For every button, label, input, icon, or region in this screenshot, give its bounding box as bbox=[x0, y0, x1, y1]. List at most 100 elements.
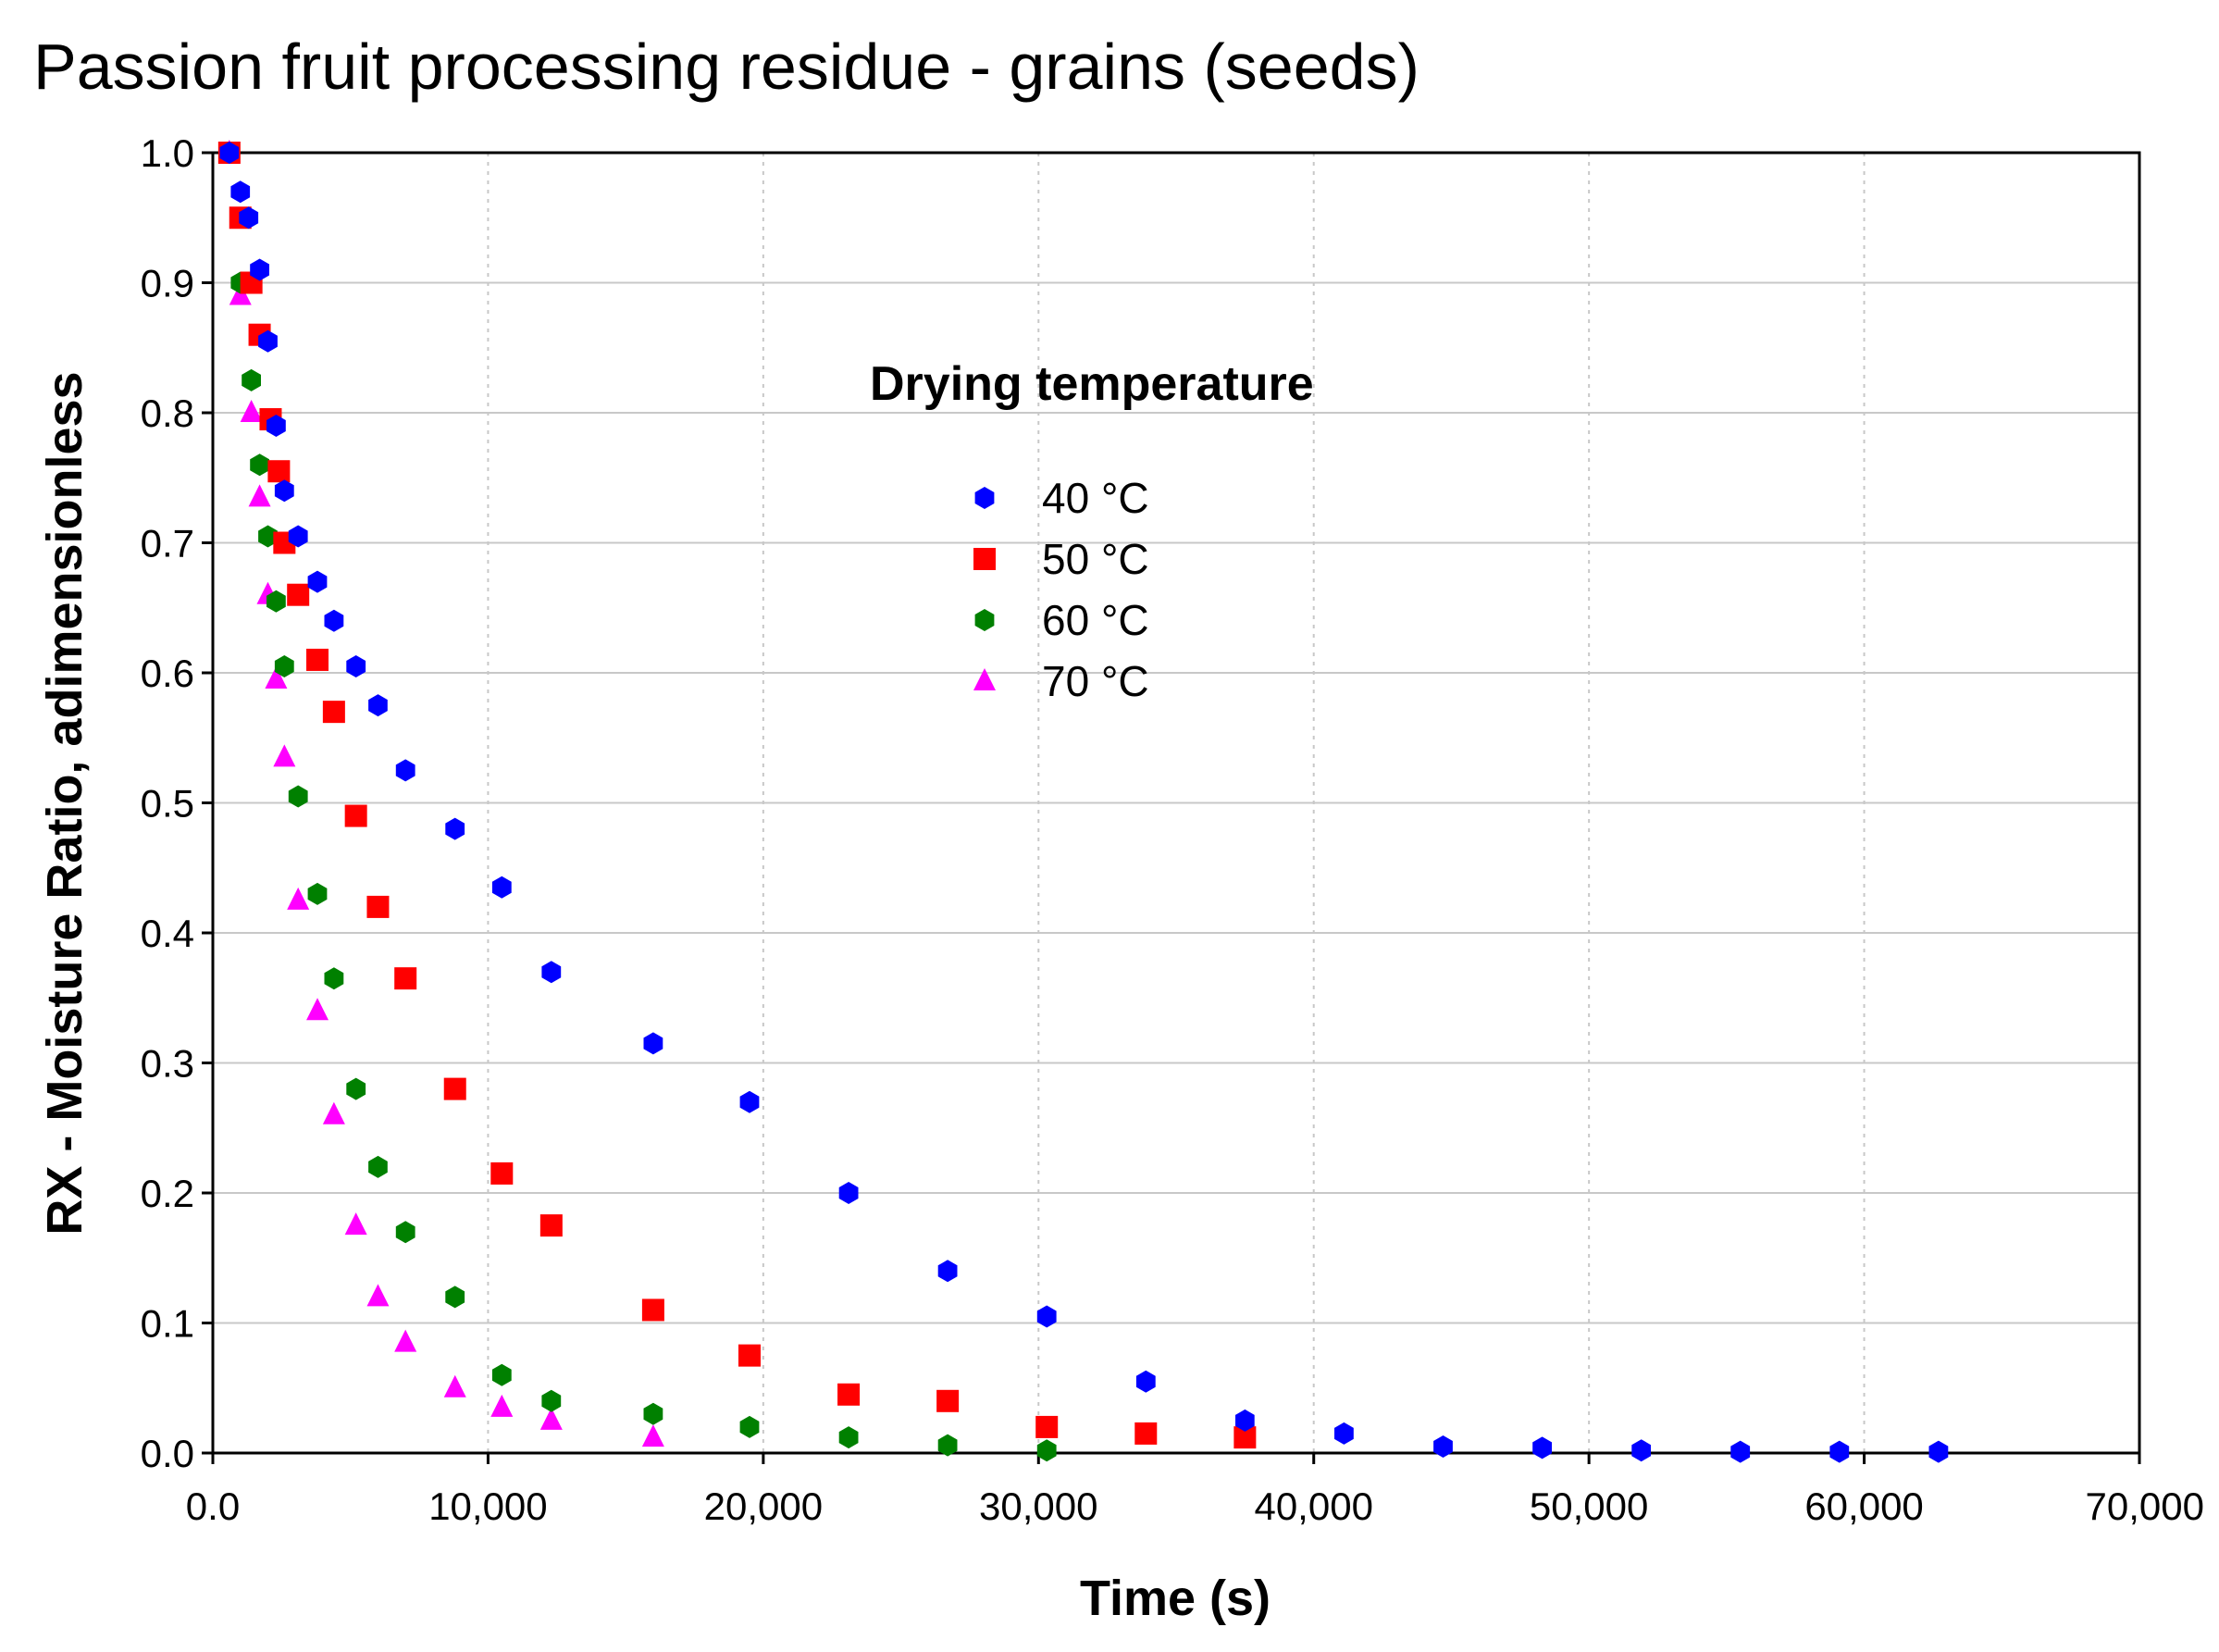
x-axis-ticks: 0.0 10,000 20,000 30,000 40,000 50,000 60,000 7… bbox=[186, 1453, 2204, 1528]
grid-layer bbox=[213, 153, 2139, 1453]
y-tick-label: 0.7 bbox=[141, 522, 194, 565]
y-tick-label: 0.2 bbox=[141, 1172, 194, 1215]
legend-label: 70 °C bbox=[1042, 657, 1149, 705]
data-point bbox=[324, 609, 344, 632]
legend-label: 50 °C bbox=[1042, 535, 1149, 583]
data-point bbox=[230, 180, 251, 204]
series-40c bbox=[219, 142, 1949, 1463]
data-point bbox=[267, 590, 286, 613]
legend-item: 50 °C bbox=[973, 535, 1149, 583]
data-point bbox=[258, 329, 278, 353]
data-point bbox=[240, 400, 263, 422]
data-point bbox=[541, 961, 562, 984]
data-point bbox=[394, 1329, 417, 1352]
data-point bbox=[1829, 1440, 1850, 1463]
data-point bbox=[229, 282, 252, 305]
x-tick-label: 20,000 bbox=[704, 1484, 823, 1528]
legend-items: 40 °C 50 °C 60 °C 70 °C bbox=[973, 474, 1149, 705]
x-tick-label: 10,000 bbox=[428, 1484, 547, 1528]
data-point bbox=[248, 484, 271, 507]
data-point bbox=[491, 876, 512, 899]
series-70c bbox=[217, 140, 664, 1447]
data-point bbox=[937, 1434, 958, 1457]
data-point bbox=[937, 1260, 958, 1283]
data-point bbox=[250, 258, 269, 281]
data-point bbox=[288, 785, 308, 808]
data-point bbox=[443, 1374, 466, 1397]
y-tick-label: 1.0 bbox=[141, 131, 194, 175]
legend: Drying temperature 40 °C 50 °C 60 °C 70 °C bbox=[870, 357, 1314, 705]
x-tick-label: 50,000 bbox=[1530, 1484, 1648, 1528]
legend-title: Drying temperature bbox=[870, 357, 1314, 411]
data-point bbox=[443, 1077, 466, 1100]
data-point bbox=[491, 1363, 512, 1386]
x-tick-label: 30,000 bbox=[979, 1484, 1097, 1528]
data-point bbox=[395, 1221, 415, 1244]
data-point bbox=[344, 1212, 367, 1236]
data-point bbox=[490, 1161, 514, 1185]
data-point bbox=[267, 460, 291, 483]
data-point bbox=[274, 479, 294, 503]
y-tick-label: 0.1 bbox=[141, 1302, 194, 1346]
data-point bbox=[394, 967, 417, 990]
chart-title: Passion fruit processing residue - grain… bbox=[33, 31, 1419, 103]
data-point bbox=[258, 525, 278, 548]
y-tick-label: 0.0 bbox=[141, 1432, 194, 1475]
data-point bbox=[1035, 1415, 1059, 1438]
legend-item: 60 °C bbox=[974, 596, 1149, 644]
data-point bbox=[219, 142, 240, 164]
data-point bbox=[306, 648, 329, 671]
data-point bbox=[287, 887, 310, 910]
y-tick-label: 0.3 bbox=[141, 1042, 194, 1086]
x-tick-label: 0.0 bbox=[186, 1484, 240, 1528]
data-point bbox=[250, 453, 269, 477]
legend-marker bbox=[974, 609, 995, 631]
legend-label: 60 °C bbox=[1042, 596, 1149, 644]
data-point bbox=[346, 655, 366, 677]
data-point bbox=[324, 967, 344, 990]
data-point bbox=[287, 583, 310, 606]
data-point bbox=[1928, 1440, 1949, 1463]
legend-marker bbox=[973, 548, 996, 570]
data-point bbox=[1631, 1439, 1651, 1462]
y-tick-label: 0.6 bbox=[141, 652, 194, 695]
data-point bbox=[395, 759, 415, 782]
data-point bbox=[445, 1286, 465, 1309]
data-point bbox=[936, 1389, 960, 1412]
x-tick-label: 70,000 bbox=[2086, 1484, 2204, 1528]
data-point bbox=[306, 998, 329, 1021]
data-point bbox=[322, 1101, 345, 1124]
data-point bbox=[739, 1090, 760, 1113]
data-point bbox=[1532, 1436, 1552, 1459]
x-axis-label: Time (s) bbox=[1080, 1571, 1271, 1626]
data-point bbox=[274, 655, 294, 677]
data-point bbox=[239, 206, 259, 230]
y-tick-label: 0.8 bbox=[141, 391, 194, 435]
data-point bbox=[539, 1214, 563, 1237]
data-point bbox=[541, 1389, 562, 1412]
legend-item: 70 °C bbox=[973, 657, 1149, 705]
data-point bbox=[346, 1077, 366, 1100]
data-point bbox=[738, 1344, 761, 1367]
y-tick-label: 0.9 bbox=[141, 262, 194, 305]
legend-marker bbox=[973, 668, 996, 690]
data-point bbox=[1135, 1370, 1156, 1393]
data-point bbox=[366, 895, 390, 918]
data-point bbox=[838, 1426, 859, 1449]
data-point bbox=[837, 1383, 861, 1406]
data-point bbox=[490, 1394, 514, 1417]
legend-marker bbox=[974, 487, 995, 509]
data-point bbox=[307, 882, 328, 905]
data-point bbox=[1235, 1409, 1255, 1432]
data-point bbox=[1036, 1439, 1057, 1462]
data-point bbox=[273, 744, 296, 767]
data-point bbox=[1730, 1440, 1751, 1463]
data-point bbox=[368, 1155, 388, 1178]
data-point bbox=[344, 804, 367, 827]
legend-label: 40 °C bbox=[1042, 474, 1149, 522]
data-point bbox=[242, 368, 261, 391]
y-tick-label: 0.5 bbox=[141, 782, 194, 826]
data-point bbox=[1036, 1305, 1057, 1328]
